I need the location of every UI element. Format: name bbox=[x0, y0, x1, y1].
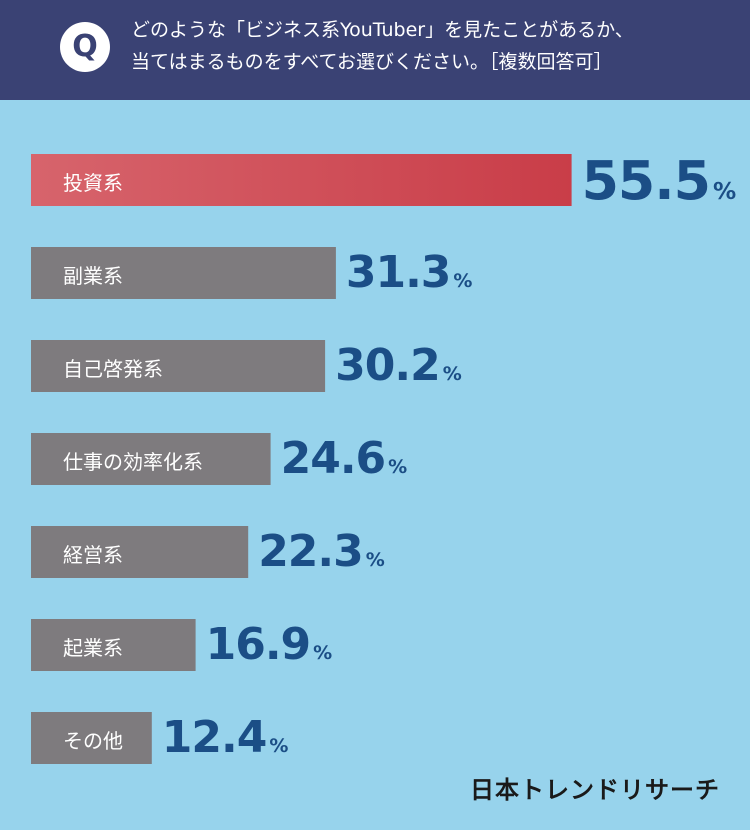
bar-category-label: その他 bbox=[63, 729, 123, 753]
bar-value-unit: % bbox=[269, 735, 288, 757]
bar-7 bbox=[31, 712, 152, 764]
bar-category-label: 自己啓発系 bbox=[63, 357, 163, 381]
bar-value-number: 31.3 bbox=[345, 247, 452, 298]
brand-logo: 日本トレンドリサーチ bbox=[470, 776, 720, 804]
bar-value-number: 12.4 bbox=[161, 712, 268, 763]
bar-3 bbox=[31, 340, 326, 392]
bar-value-number: 16.9 bbox=[205, 619, 312, 670]
bar-value-unit: % bbox=[442, 363, 462, 385]
bar-category-label: 副業系 bbox=[63, 264, 123, 288]
bar-6 bbox=[31, 619, 196, 671]
bar-category-label: 投資系 bbox=[63, 171, 123, 195]
question-badge: Q bbox=[60, 22, 110, 72]
bar-value-label: 22.3% bbox=[258, 526, 385, 577]
bar-2 bbox=[31, 247, 336, 299]
bar-value-unit: % bbox=[713, 178, 736, 205]
bar-value-unit: % bbox=[388, 456, 407, 478]
bar-value-number: 30.2 bbox=[335, 340, 441, 391]
bar-value-unit: % bbox=[313, 642, 332, 664]
bar-chart: 投資系 55.5% 副業系 31.3% 自己啓発系 30.2% 仕事の効率化系 24.6% 経営… bbox=[0, 100, 750, 830]
bar-value-number: 55.5 bbox=[581, 149, 711, 212]
bar-chart-svg bbox=[31, 154, 572, 764]
bar-value-number: 24.6 bbox=[280, 433, 387, 484]
question-header: Q どのような「ビジネス系YouTuber」を見たことがあるか、 当てはまるもの… bbox=[0, 0, 750, 100]
question-text: どのような「ビジネス系YouTuber」を見たことがあるか、 当てはまるものをす… bbox=[131, 14, 731, 78]
bar-4 bbox=[31, 433, 271, 485]
bar-value-label: 30.2% bbox=[335, 340, 462, 391]
bar-value-unit: % bbox=[453, 270, 472, 292]
bar-1 bbox=[31, 154, 572, 206]
bar-category-label: 経営系 bbox=[63, 543, 123, 567]
question-line-1: どのような「ビジネス系YouTuber」を見たことがあるか、 bbox=[131, 19, 634, 41]
bar-category-label: 仕事の効率化系 bbox=[63, 450, 203, 474]
bar-value-label: 12.4% bbox=[161, 712, 289, 763]
bar-value-label: 24.6% bbox=[280, 433, 408, 484]
bar-category-label: 起業系 bbox=[63, 636, 123, 660]
bar-value-label: 55.5% bbox=[581, 149, 737, 212]
bar-value-label: 16.9% bbox=[205, 619, 333, 670]
bar-value-label: 31.3% bbox=[345, 247, 473, 298]
bar-5 bbox=[31, 526, 249, 578]
bar-value-number: 22.3 bbox=[258, 526, 364, 577]
bar-value-unit: % bbox=[365, 549, 385, 571]
question-line-2: 当てはまるものをすべてお選びください。［複数回答可］ bbox=[131, 51, 613, 73]
